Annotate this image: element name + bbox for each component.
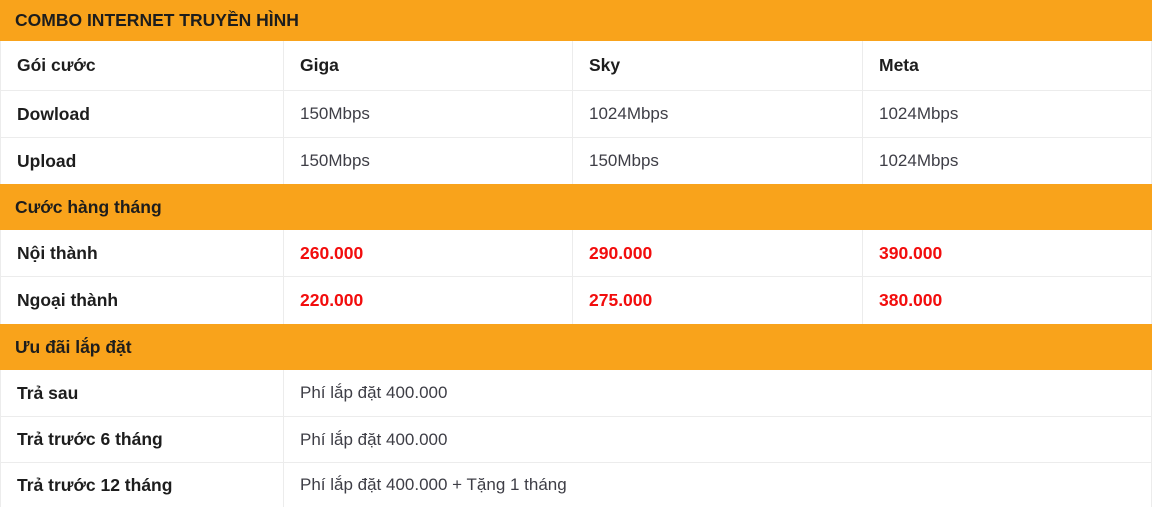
prepaid-6-label: Trả trước 6 tháng bbox=[17, 429, 163, 449]
suburban-giga-price: 220.000 bbox=[283, 277, 572, 324]
prepaid-12-value: Phí lắp đặt 400.000 + Tặng 1 tháng bbox=[283, 463, 1152, 507]
upload-row: Upload 150Mbps 150Mbps 1024Mbps bbox=[0, 138, 1152, 184]
prepaid-12-label: Trả trước 12 tháng bbox=[17, 474, 173, 495]
upload-sky-value: 150Mbps bbox=[572, 138, 862, 184]
plan-name-sky: Sky bbox=[572, 41, 862, 90]
plan-name-giga: Giga bbox=[283, 41, 572, 90]
header-row: Gói cước Giga Sky Meta bbox=[0, 41, 1152, 91]
suburban-row: Ngoại thành 220.000 275.000 380.000 bbox=[0, 277, 1152, 324]
suburban-label: Ngoại thành bbox=[17, 290, 119, 310]
install-promo-title: Ưu đãi lắp đặt bbox=[15, 336, 132, 357]
upload-label: Upload bbox=[17, 150, 77, 171]
suburban-sky-price: 275.000 bbox=[572, 277, 862, 324]
inner-city-row: Nội thành 260.000 290.000 390.000 bbox=[0, 230, 1152, 277]
table-title: COMBO INTERNET TRUYỀN HÌNH bbox=[15, 10, 299, 30]
inner-city-sky-price: 290.000 bbox=[572, 230, 862, 276]
plan-name-meta: Meta bbox=[862, 41, 1152, 90]
download-giga-value: 150Mbps bbox=[283, 91, 572, 137]
header-label: Gói cước bbox=[17, 55, 96, 75]
monthly-fee-band: Cước hàng tháng bbox=[0, 184, 1152, 230]
inner-city-giga-price: 260.000 bbox=[283, 230, 572, 276]
prepaid-6-row: Trả trước 6 tháng Phí lắp đặt 400.000 bbox=[0, 417, 1152, 463]
inner-city-meta-price: 390.000 bbox=[862, 230, 1152, 276]
download-row: Dowload 150Mbps 1024Mbps 1024Mbps bbox=[0, 91, 1152, 138]
prepaid-6-value: Phí lắp đặt 400.000 bbox=[283, 417, 1152, 462]
inner-city-label: Nội thành bbox=[17, 242, 98, 263]
upload-meta-value: 1024Mbps bbox=[862, 138, 1152, 184]
download-label: Dowload bbox=[17, 103, 90, 124]
prepaid-12-row: Trả trước 12 tháng Phí lắp đặt 400.000 +… bbox=[0, 463, 1152, 507]
postpaid-row: Trả sau Phí lắp đặt 400.000 bbox=[0, 370, 1152, 417]
upload-giga-value: 150Mbps bbox=[283, 138, 572, 184]
download-meta-value: 1024Mbps bbox=[862, 91, 1152, 137]
table-title-band: COMBO INTERNET TRUYỀN HÌNH bbox=[0, 0, 1152, 41]
monthly-fee-title: Cước hàng tháng bbox=[15, 196, 162, 217]
postpaid-value: Phí lắp đặt 400.000 bbox=[283, 370, 1152, 416]
postpaid-label: Trả sau bbox=[17, 382, 79, 403]
download-sky-value: 1024Mbps bbox=[572, 91, 862, 137]
install-promo-band: Ưu đãi lắp đặt bbox=[0, 324, 1152, 370]
suburban-meta-price: 380.000 bbox=[862, 277, 1152, 324]
